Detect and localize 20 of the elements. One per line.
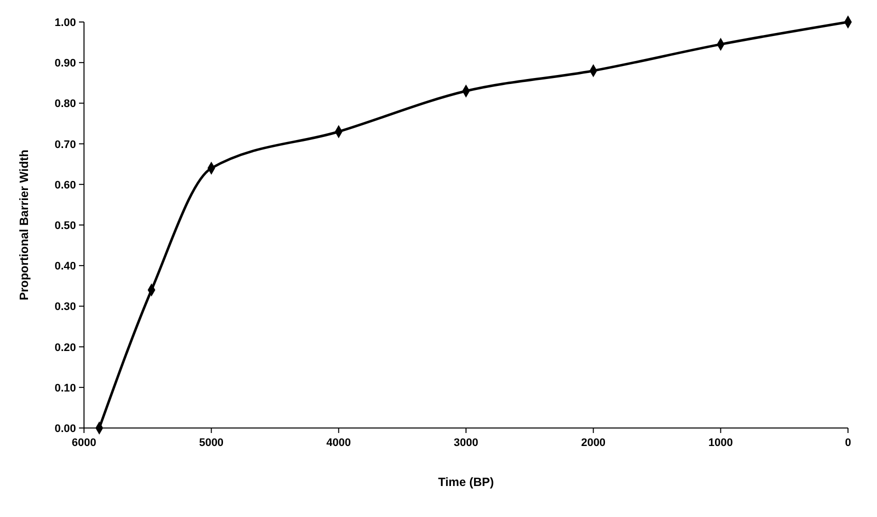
x-tick-label: 3000 [454, 437, 478, 449]
y-tick-label: 0.30 [54, 301, 76, 314]
y-axis-title: Proportional Barrier Width [17, 150, 31, 300]
x-tick-label: 4000 [326, 437, 351, 449]
x-tick-label: 1000 [708, 437, 733, 449]
y-tick-label: 0.70 [54, 138, 76, 151]
y-tick-label: 0.90 [54, 58, 76, 70]
y-tick-label: 1.00 [54, 17, 76, 29]
y-tick-label: 0.20 [54, 342, 76, 354]
y-tick-label: 0.60 [54, 179, 76, 192]
y-tick-label: 0.80 [54, 98, 76, 110]
x-tick-label: 0 [844, 437, 852, 449]
x-tick-label: 5000 [199, 437, 224, 449]
x-tick-label: 6000 [72, 437, 96, 449]
y-tick-label: 0.50 [54, 220, 76, 232]
x-axis-title: Time (BP) [438, 475, 494, 489]
y-tick-label: 0.00 [54, 423, 76, 435]
x-tick-label: 2000 [581, 437, 606, 449]
y-tick-label: 0.40 [54, 260, 76, 273]
y-tick-label: 0.10 [54, 382, 76, 394]
